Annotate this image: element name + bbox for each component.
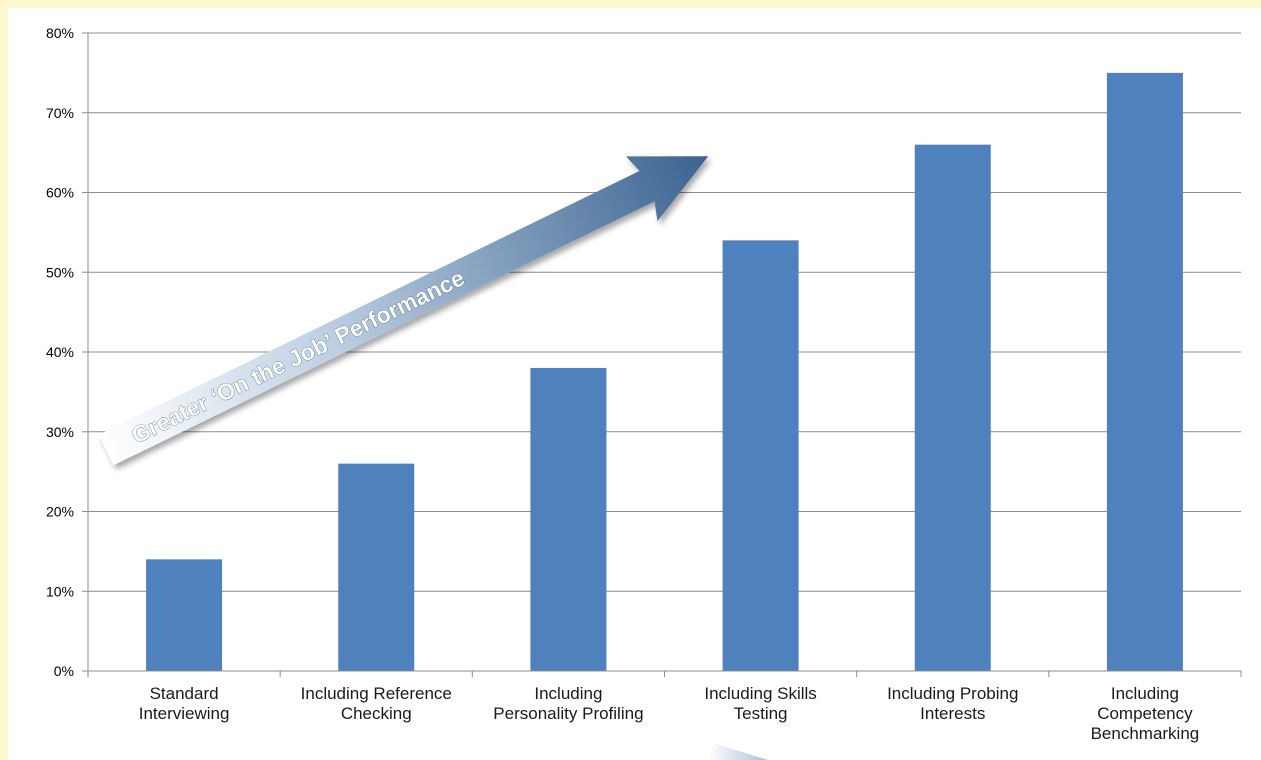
x-category-label: Including Reference Checking xyxy=(301,684,452,723)
y-tick-label: 80% xyxy=(46,25,74,41)
bottom-arrow-fragment xyxy=(708,743,768,760)
x-category-label: Including Competency Benchmarking xyxy=(1091,684,1200,743)
x-category-label: Including Probing Interests xyxy=(887,684,1018,723)
y-tick-label: 10% xyxy=(46,583,74,599)
bar xyxy=(338,463,415,671)
gridlines xyxy=(88,32,1241,592)
x-category-label: Standard Interviewing xyxy=(139,684,230,723)
chart-frame: 0% 10% 20% 30% 40% 50% 60% 70% 80% Standard Inter… xyxy=(8,8,1261,760)
bar xyxy=(722,240,799,671)
y-tick-label: 0% xyxy=(54,663,74,679)
x-category-label: Including Personality Profiling xyxy=(493,684,643,723)
performance-arrow-shape xyxy=(98,156,709,466)
y-tick-label: 50% xyxy=(46,264,74,280)
axes xyxy=(82,32,1242,677)
bar xyxy=(1106,72,1183,671)
performance-arrow: Greater ‘On the Job’ Performance xyxy=(98,156,709,466)
y-tick-label: 20% xyxy=(46,504,74,520)
y-tick-label: 60% xyxy=(46,185,74,201)
bars xyxy=(146,72,1183,671)
y-tick-label: 70% xyxy=(46,105,74,121)
x-category-label: Including Skills Testing xyxy=(704,684,816,723)
y-tick-labels: 0% 10% 20% 30% 40% 50% 60% 70% 80% xyxy=(46,25,74,679)
bar xyxy=(914,144,991,671)
performance-arrow-text: Greater ‘On the Job’ Performance xyxy=(127,264,468,448)
bar xyxy=(146,559,223,671)
x-category-labels: Standard Interviewing Including Reference C… xyxy=(139,684,1200,743)
y-tick-label: 40% xyxy=(46,344,74,360)
bar-chart: 0% 10% 20% 30% 40% 50% 60% 70% 80% Standard Inter… xyxy=(46,25,1242,760)
y-tick-label: 30% xyxy=(46,424,74,440)
bar xyxy=(530,367,607,671)
